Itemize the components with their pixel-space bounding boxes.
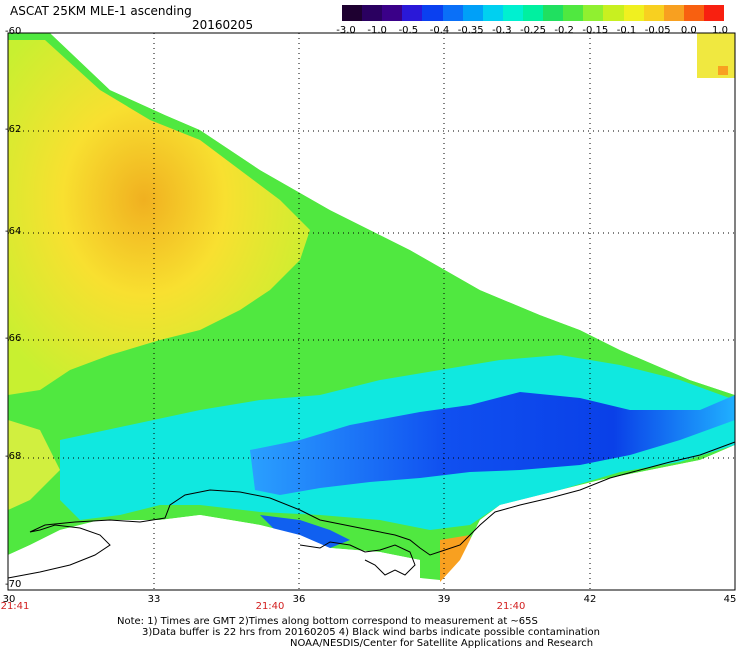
colorbar-cell (342, 5, 363, 21)
colorbar-cell (522, 5, 544, 21)
lat-label-68: -68 (5, 451, 22, 462)
colorbar-cell (563, 5, 584, 21)
graticule (8, 33, 735, 590)
colorbar-cell (623, 5, 644, 21)
lat-label-62: -62 (5, 124, 22, 135)
land-area (8, 445, 735, 590)
colorbar-cell (663, 5, 684, 21)
colorbar-label: -0.25 (520, 25, 546, 36)
swath-yellow-south (8, 420, 60, 510)
colorbar-cell (382, 5, 403, 21)
swath-top-right-yellow-patch (697, 33, 735, 78)
colorbar-label: -3.0 (336, 25, 356, 36)
lat-label-64: -64 (5, 226, 22, 237)
no-data-wedge (50, 33, 735, 395)
colorbar (342, 5, 725, 21)
colorbar-cell (502, 5, 523, 21)
lon-label-39: 39 (437, 594, 451, 605)
colorbar-label: -1.0 (367, 25, 387, 36)
colorbar-cell (703, 5, 725, 21)
swath-blue-south (260, 515, 350, 548)
colorbar-label: -0.1 (616, 25, 637, 36)
swath-top-right-orange-patch (718, 66, 728, 75)
note-line-2: 3)Data buffer is 22 hrs from 20160205 4)… (142, 627, 600, 638)
colorbar-label: -0.05 (644, 25, 671, 36)
colorbar-cell (683, 5, 704, 21)
colorbar-label: -0.5 (398, 25, 419, 36)
colorbar-label: 1.0 (712, 25, 728, 36)
colorbar-label: -0.35 (457, 25, 484, 36)
colorbar-cell (442, 5, 463, 21)
swath-yellow (8, 40, 310, 395)
lon-label-42: 42 (583, 594, 597, 605)
note-line-1: Note: 1) Times are GMT 2)Times along bot… (117, 616, 538, 627)
map-date: 20160205 (192, 18, 254, 32)
colorbar-cell (603, 5, 624, 21)
lat-label-66: -66 (5, 333, 22, 344)
colorbar-cell (422, 5, 443, 21)
colorbar-label: -0.4 (429, 25, 450, 36)
colorbar-cell (462, 5, 483, 21)
coastline-islands (299, 541, 416, 576)
lon-label-45: 45 (723, 594, 737, 605)
lon-label-36: 36 (292, 594, 306, 605)
time-label-3: 21:40 (496, 601, 526, 612)
colorbar-cell (583, 5, 604, 21)
colorbar-label: 0.0 (680, 25, 697, 36)
colorbar-label: -0.3 (492, 25, 512, 36)
map-title: ASCAT 25KM MLE-1 ascending (10, 4, 192, 18)
time-label-1: 21:41 (0, 601, 30, 612)
map-frame (7, 32, 736, 591)
colorbar-cell (362, 5, 383, 21)
colorbar-cell (402, 5, 423, 21)
colorbar-cell (543, 5, 564, 21)
note-line-3: NOAA/NESDIS/Center for Satellite Applica… (290, 638, 594, 649)
swath-data (8, 33, 735, 585)
lon-label-30: 30 (2, 594, 16, 605)
swath-blue (250, 392, 735, 495)
colorbar-cell (482, 5, 503, 21)
time-label-2: 21:40 (255, 601, 285, 612)
coastline (7, 441, 736, 579)
colorbar-label: -0.15 (582, 25, 609, 36)
colorbar-label: -0.2 (554, 25, 574, 36)
colorbar-cell (643, 5, 664, 21)
lat-label-70: -70 (5, 579, 22, 590)
lat-label-60: -60 (5, 26, 22, 37)
lon-label-33: 33 (147, 594, 161, 605)
